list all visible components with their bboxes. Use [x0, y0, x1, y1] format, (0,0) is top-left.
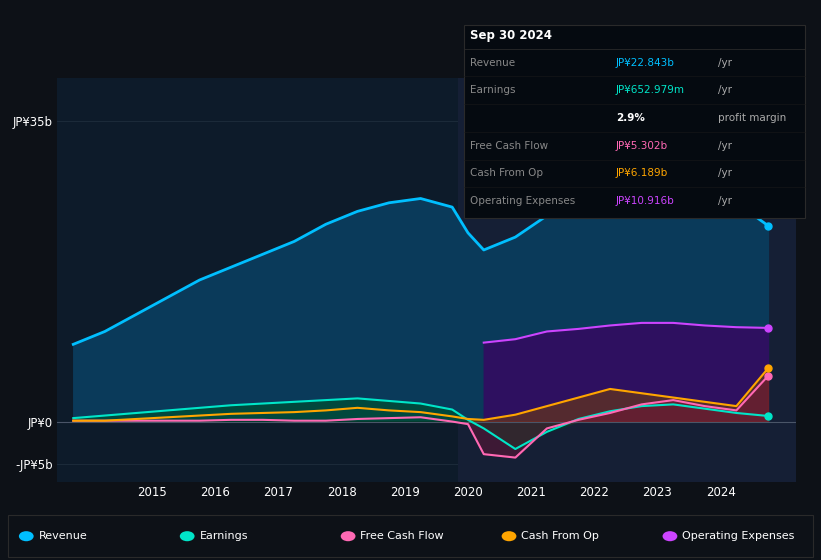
- Text: JP¥5.302b: JP¥5.302b: [616, 141, 667, 151]
- Text: JP¥22.843b: JP¥22.843b: [616, 58, 675, 68]
- Text: Earnings: Earnings: [470, 85, 516, 95]
- Text: /yr: /yr: [718, 196, 732, 206]
- Text: Operating Expenses: Operating Expenses: [470, 196, 576, 206]
- Bar: [458, 78, 796, 482]
- Text: Cash From Op: Cash From Op: [521, 531, 599, 541]
- Text: /yr: /yr: [718, 58, 732, 68]
- Text: 2.9%: 2.9%: [616, 113, 644, 123]
- Text: profit margin: profit margin: [718, 113, 787, 123]
- Text: Free Cash Flow: Free Cash Flow: [470, 141, 548, 151]
- Text: Revenue: Revenue: [470, 58, 516, 68]
- Text: Cash From Op: Cash From Op: [470, 169, 544, 179]
- Text: Sep 30 2024: Sep 30 2024: [470, 29, 553, 41]
- Text: JP¥6.189b: JP¥6.189b: [616, 169, 668, 179]
- Text: /yr: /yr: [718, 85, 732, 95]
- Text: /yr: /yr: [718, 169, 732, 179]
- Text: JP¥10.916b: JP¥10.916b: [616, 196, 675, 206]
- Text: /yr: /yr: [718, 141, 732, 151]
- Text: Free Cash Flow: Free Cash Flow: [360, 531, 444, 541]
- Text: Earnings: Earnings: [200, 531, 248, 541]
- Text: JP¥652.979m: JP¥652.979m: [616, 85, 685, 95]
- Text: Operating Expenses: Operating Expenses: [682, 531, 795, 541]
- Text: Revenue: Revenue: [39, 531, 87, 541]
